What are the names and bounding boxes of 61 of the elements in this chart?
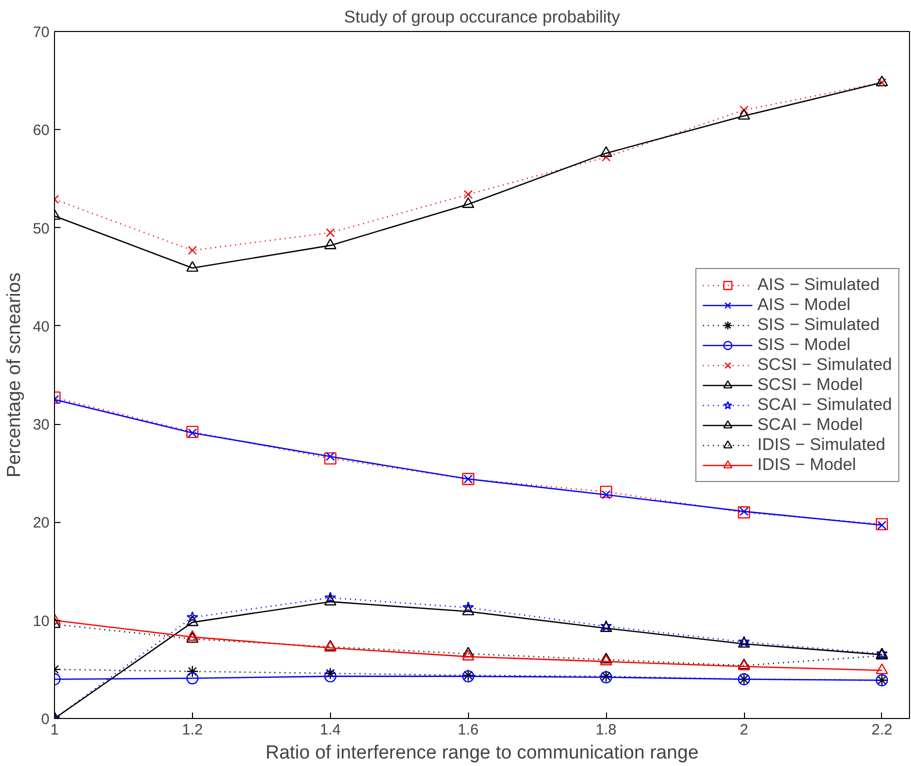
point (602, 152, 611, 162)
x-axis-title: Ratio of interference range to communication range (265, 742, 699, 764)
point (738, 108, 750, 120)
point (324, 592, 336, 603)
y-tick-label: 50 (32, 220, 50, 238)
point (876, 76, 888, 86)
legend-label: SCAI − Model (757, 414, 863, 434)
x-tick-label: 1 (50, 722, 59, 738)
chart-title: Study of group occurance probability (344, 8, 620, 26)
point (188, 246, 197, 255)
point (602, 490, 611, 500)
point (600, 486, 612, 498)
x-tick-label: 1.8 (596, 722, 617, 738)
legend-label: AIS − Simulated (757, 274, 880, 294)
point (876, 663, 888, 674)
point (464, 190, 473, 199)
x-tick-label: 2.2 (871, 722, 892, 738)
y-tick-label: 30 (32, 416, 50, 434)
point (462, 650, 474, 660)
point (324, 452, 336, 465)
point (186, 615, 199, 626)
point (324, 238, 336, 250)
legend-label: SCAI − Simulated (757, 394, 892, 414)
y-axis-title: Percentage of scnearios (4, 272, 25, 478)
legend-label: AIS − Model (757, 294, 850, 314)
point (186, 261, 199, 272)
x-tick-label: 1.2 (182, 722, 203, 738)
legend-label: IDIS − Simulated (757, 434, 886, 454)
legend-label: SIS − Simulated (757, 314, 880, 334)
y-tick-label: 40 (32, 318, 50, 336)
point (600, 146, 612, 157)
y-tick-label: 70 (32, 24, 50, 41)
point (740, 106, 749, 115)
legend-label: SCSI − Simulated (757, 354, 892, 374)
x-tick-label: 1.6 (458, 722, 479, 738)
legend-label: SIS − Model (757, 334, 850, 354)
point (877, 78, 886, 88)
point (324, 594, 336, 606)
y-tick-label: 20 (32, 514, 50, 532)
point (738, 506, 750, 518)
x-tick-label: 1.4 (320, 722, 341, 738)
point (186, 672, 199, 684)
point (462, 602, 474, 613)
legend-label: IDIS − Model (757, 454, 856, 474)
point (186, 665, 199, 678)
point (326, 228, 335, 238)
point (326, 452, 335, 461)
y-tick-label: 10 (32, 612, 50, 630)
point (188, 428, 197, 438)
y-tick-label: 60 (32, 122, 50, 140)
legend-label: SCSI − Model (757, 374, 863, 394)
point (324, 667, 336, 680)
point (186, 611, 198, 622)
y-tick-label: 0 (41, 711, 50, 728)
x-tick-label: 2 (740, 722, 748, 738)
point (876, 518, 888, 530)
point (324, 670, 336, 682)
point (462, 604, 474, 616)
point (462, 646, 474, 658)
point (186, 426, 199, 438)
point (462, 197, 474, 208)
